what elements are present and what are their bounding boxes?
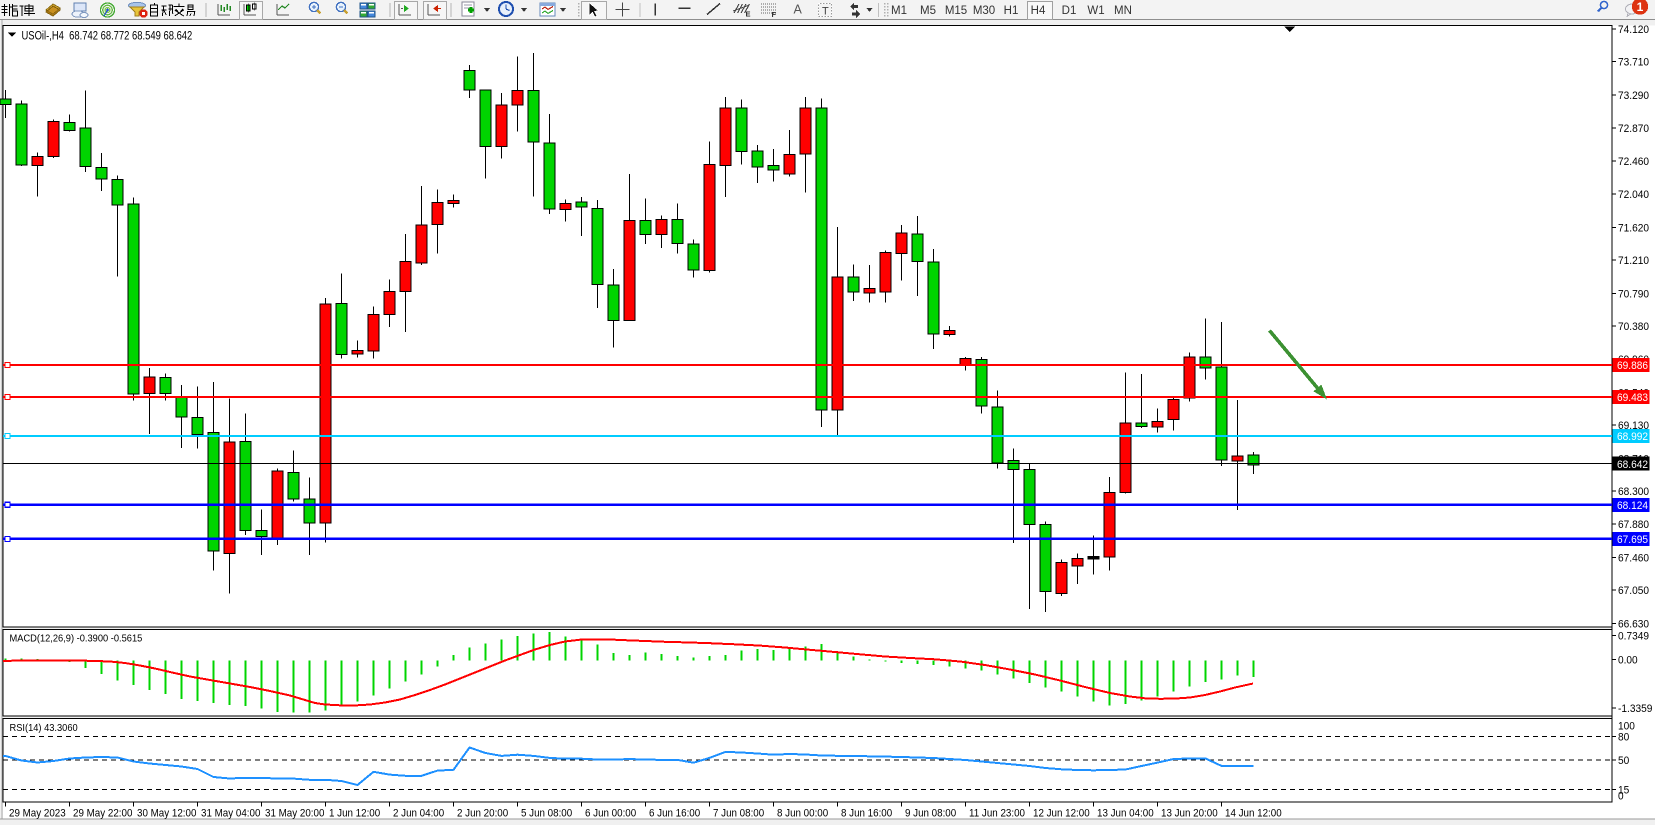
svg-text:MN: MN bbox=[1114, 5, 1132, 17]
svg-text:69.483: 69.483 bbox=[1617, 392, 1648, 404]
svg-text:15: 15 bbox=[1618, 785, 1629, 797]
svg-text:6 Jun 16:00: 6 Jun 16:00 bbox=[649, 808, 700, 820]
svg-text:D1: D1 bbox=[1062, 5, 1077, 17]
svg-text:73.290: 73.290 bbox=[1618, 90, 1649, 102]
svg-text:9 Jun 08:00: 9 Jun 08:00 bbox=[905, 808, 956, 820]
svg-text:100: 100 bbox=[1618, 721, 1635, 733]
svg-text:11 Jun 23:00: 11 Jun 23:00 bbox=[969, 808, 1025, 820]
svg-text:29 May 22:00: 29 May 22:00 bbox=[73, 808, 132, 820]
svg-text:F: F bbox=[772, 10, 777, 19]
svg-text:31 May 04:00: 31 May 04:00 bbox=[201, 808, 260, 820]
svg-text:67.695: 67.695 bbox=[1617, 534, 1648, 546]
svg-text:67.460: 67.460 bbox=[1618, 553, 1649, 565]
svg-text:A: A bbox=[794, 3, 803, 17]
svg-text:M15: M15 bbox=[945, 5, 967, 17]
svg-text:68.300: 68.300 bbox=[1618, 486, 1649, 498]
svg-text:MACD(12,26,9) -0.3900 -0.5615: MACD(12,26,9) -0.3900 -0.5615 bbox=[10, 633, 143, 645]
svg-text:70.790: 70.790 bbox=[1618, 288, 1649, 300]
svg-text:31 May 20:00: 31 May 20:00 bbox=[265, 808, 324, 820]
svg-text:50: 50 bbox=[1618, 755, 1629, 767]
svg-text:71.210: 71.210 bbox=[1618, 255, 1649, 267]
svg-text:29 May 2023: 29 May 2023 bbox=[9, 808, 66, 820]
svg-text:2 Jun 20:00: 2 Jun 20:00 bbox=[457, 808, 508, 820]
svg-text:13 Jun 20:00: 13 Jun 20:00 bbox=[1161, 808, 1218, 820]
svg-text:7 Jun 08:00: 7 Jun 08:00 bbox=[713, 808, 764, 820]
svg-text:0.00: 0.00 bbox=[1618, 655, 1638, 667]
svg-text:66.630: 66.630 bbox=[1618, 618, 1649, 630]
svg-text:67.880: 67.880 bbox=[1618, 519, 1649, 531]
svg-text:H1: H1 bbox=[1004, 5, 1019, 17]
svg-text:6 Jun 00:00: 6 Jun 00:00 bbox=[585, 808, 636, 820]
svg-text:2 Jun 04:00: 2 Jun 04:00 bbox=[393, 808, 444, 820]
svg-text:80: 80 bbox=[1618, 732, 1629, 744]
svg-text:1: 1 bbox=[1637, 0, 1644, 14]
svg-text:8 Jun 16:00: 8 Jun 16:00 bbox=[841, 808, 892, 820]
svg-text:M5: M5 bbox=[920, 5, 936, 17]
svg-text:67.050: 67.050 bbox=[1618, 585, 1649, 597]
svg-text:0: 0 bbox=[1618, 791, 1624, 803]
svg-text:E: E bbox=[746, 10, 751, 19]
svg-text:13 Jun 04:00: 13 Jun 04:00 bbox=[1097, 808, 1154, 820]
svg-text:T: T bbox=[822, 6, 829, 18]
svg-text:69.886: 69.886 bbox=[1617, 360, 1648, 372]
svg-text:72.460: 72.460 bbox=[1618, 156, 1649, 168]
svg-text:W1: W1 bbox=[1087, 5, 1104, 17]
svg-text:RSI(14) 43.3060: RSI(14) 43.3060 bbox=[10, 722, 78, 734]
svg-text:68.642: 68.642 bbox=[1617, 459, 1648, 471]
svg-text:M1: M1 bbox=[891, 5, 907, 17]
svg-text:72.040: 72.040 bbox=[1618, 189, 1649, 201]
svg-text:-1.3359: -1.3359 bbox=[1618, 703, 1652, 715]
svg-text:30 May 12:00: 30 May 12:00 bbox=[137, 808, 196, 820]
svg-text:1 Jun 12:00: 1 Jun 12:00 bbox=[329, 808, 380, 820]
svg-text:5 Jun 08:00: 5 Jun 08:00 bbox=[521, 808, 572, 820]
svg-text:8 Jun 00:00: 8 Jun 00:00 bbox=[777, 808, 828, 820]
svg-text:68.124: 68.124 bbox=[1617, 500, 1648, 512]
svg-text:72.870: 72.870 bbox=[1618, 123, 1649, 135]
svg-text:71.620: 71.620 bbox=[1618, 222, 1649, 234]
svg-text:74.120: 74.120 bbox=[1618, 24, 1649, 36]
svg-text:0.7349: 0.7349 bbox=[1618, 631, 1649, 643]
svg-text:M30: M30 bbox=[973, 5, 995, 17]
svg-text:68.992: 68.992 bbox=[1617, 431, 1648, 443]
svg-text:12 Jun 12:00: 12 Jun 12:00 bbox=[1033, 808, 1090, 820]
svg-text:73.710: 73.710 bbox=[1618, 57, 1649, 69]
svg-text:14 Jun 12:00: 14 Jun 12:00 bbox=[1225, 808, 1282, 820]
svg-text:USOil-,H4 68.742 68.772 68.54: USOil-,H4 68.742 68.772 68.549 68.642 bbox=[22, 31, 193, 43]
svg-text:70.380: 70.380 bbox=[1618, 321, 1649, 333]
svg-text:H4: H4 bbox=[1031, 5, 1046, 17]
